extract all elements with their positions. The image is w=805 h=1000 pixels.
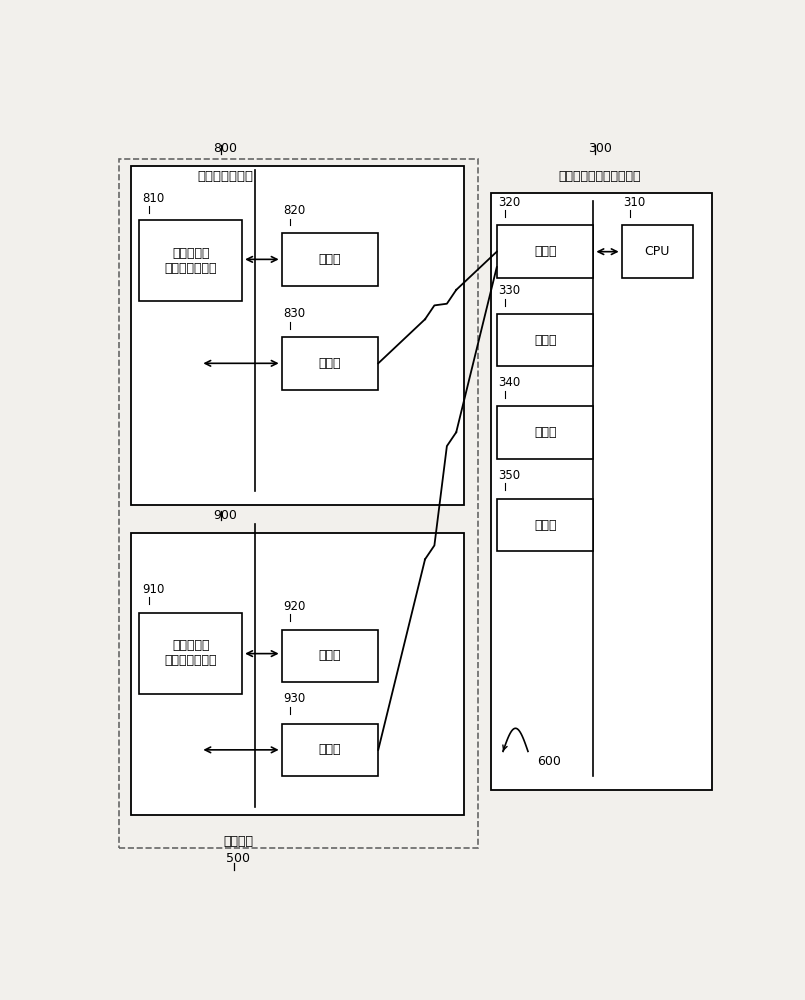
- Text: 340: 340: [498, 376, 520, 389]
- Text: 330: 330: [498, 284, 520, 297]
- Text: 910: 910: [142, 583, 165, 596]
- Bar: [497, 499, 593, 551]
- Text: 920: 920: [283, 600, 305, 613]
- Text: 800: 800: [213, 142, 237, 155]
- Text: 310: 310: [623, 196, 645, 209]
- Bar: [621, 225, 693, 278]
- Text: 810: 810: [142, 192, 165, 205]
- Text: 通信部: 通信部: [319, 357, 341, 370]
- Bar: [130, 166, 464, 505]
- Bar: [139, 613, 242, 694]
- Bar: [497, 406, 593, 459]
- Bar: [119, 158, 478, 848]
- Text: CPU: CPU: [645, 245, 670, 258]
- Text: 陀螺传感器
（第一传感器）: 陀螺传感器 （第一传感器）: [164, 247, 217, 275]
- Text: 陀螺传感器
（第二传感器）: 陀螺传感器 （第二传感器）: [164, 639, 217, 667]
- Text: 900: 900: [213, 509, 237, 522]
- Text: 通信部: 通信部: [534, 245, 556, 258]
- Bar: [139, 220, 242, 301]
- Text: 930: 930: [283, 692, 305, 705]
- Text: 830: 830: [283, 307, 305, 320]
- Text: 第一传感器单元: 第一传感器单元: [197, 170, 254, 183]
- Text: 300: 300: [588, 142, 612, 155]
- Bar: [282, 233, 378, 286]
- Text: 820: 820: [283, 204, 305, 217]
- Bar: [282, 337, 378, 389]
- Text: 通信部: 通信部: [319, 743, 341, 756]
- Text: 350: 350: [498, 469, 520, 482]
- Bar: [490, 193, 712, 790]
- Text: 检测装置: 检测装置: [223, 835, 253, 848]
- Bar: [497, 314, 593, 366]
- Bar: [130, 533, 464, 815]
- Text: 500: 500: [226, 852, 250, 865]
- Bar: [282, 724, 378, 776]
- Text: 存储部: 存储部: [319, 253, 341, 266]
- Bar: [282, 630, 378, 682]
- Text: 显示部: 显示部: [534, 519, 556, 532]
- Bar: [497, 225, 593, 278]
- Text: 操作部: 操作部: [534, 426, 556, 439]
- Text: 处理部（信息处理装置）: 处理部（信息处理装置）: [559, 170, 641, 183]
- Text: 320: 320: [498, 196, 520, 209]
- Text: 存储部: 存储部: [534, 334, 556, 347]
- Text: 600: 600: [538, 755, 561, 768]
- Text: 存储部: 存储部: [319, 649, 341, 662]
